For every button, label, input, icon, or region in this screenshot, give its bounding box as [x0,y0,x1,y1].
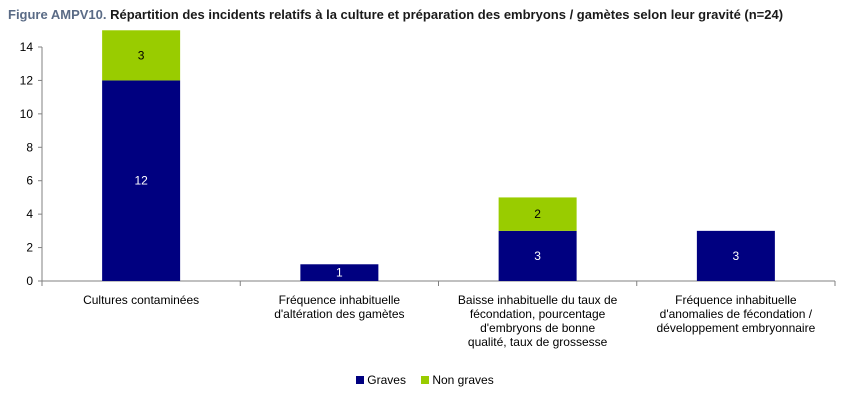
y-tick-label: 4 [26,207,33,221]
bar-non-graves [498,197,577,231]
y-tick-label: 6 [26,174,33,188]
category-label-line: Baisse inhabituelle du taux de [457,293,618,307]
category-label-line: Fréquence inhabituelle [675,293,797,307]
legend-label-non-graves: Non graves [432,373,494,387]
category-label-line: développement embryonnaire [656,321,816,335]
category-label-line: d'embryons de bonne [480,321,596,335]
data-label-non-graves: 2 [534,207,541,221]
category-label: Baisse inhabituelle du taux de fécondatio… [443,293,633,349]
bar-non-graves [102,30,181,81]
data-label-graves: 1 [336,266,343,280]
category-label: Fréquence inhabituelle d'altération des g… [244,293,434,321]
chart-title-text: Répartition des incidents relatifs à la … [110,7,784,22]
category-label-line: d'anomalies de fécondation / [659,307,813,321]
bar-graves [696,230,775,281]
data-label-graves: 3 [534,249,541,263]
data-label-graves: 12 [134,174,148,188]
category-label-line: d'altération des gamètes [274,307,405,321]
bar-graves [102,80,181,281]
y-tick-label: 10 [20,107,34,121]
category-label-line: fécondation, pourcentage [469,307,606,321]
data-label-non-graves: 3 [138,48,145,62]
category-label: Cultures contaminées [46,293,236,307]
y-tick-label: 14 [20,40,34,54]
y-tick-label: 0 [26,274,33,288]
data-label-graves: 3 [733,249,740,263]
legend-swatch-graves [356,376,365,384]
legend-label-graves: Graves [367,373,406,387]
chart-title: Figure AMPV10. Répartition des incidents… [8,7,783,22]
chart-title-prefix: Figure AMPV10. [8,7,107,22]
legend: Graves Non graves [0,373,850,387]
legend-swatch-non-graves [421,376,430,384]
category-label-line: qualité, taux de grossesse [467,335,608,349]
category-label-line: Fréquence inhabituelle [278,293,401,307]
legend-item-non-graves: Non graves [421,373,494,387]
y-tick-label: 8 [26,140,33,154]
y-tick-label: 2 [26,241,33,255]
y-tick-label: 12 [20,73,34,87]
legend-item-graves: Graves [356,373,406,387]
category-label-line: Cultures contaminées [83,293,200,307]
category-label: Fréquence inhabituelle d'anomalies de féc… [641,293,831,335]
bar-graves [498,230,577,281]
bar-graves [300,264,379,281]
